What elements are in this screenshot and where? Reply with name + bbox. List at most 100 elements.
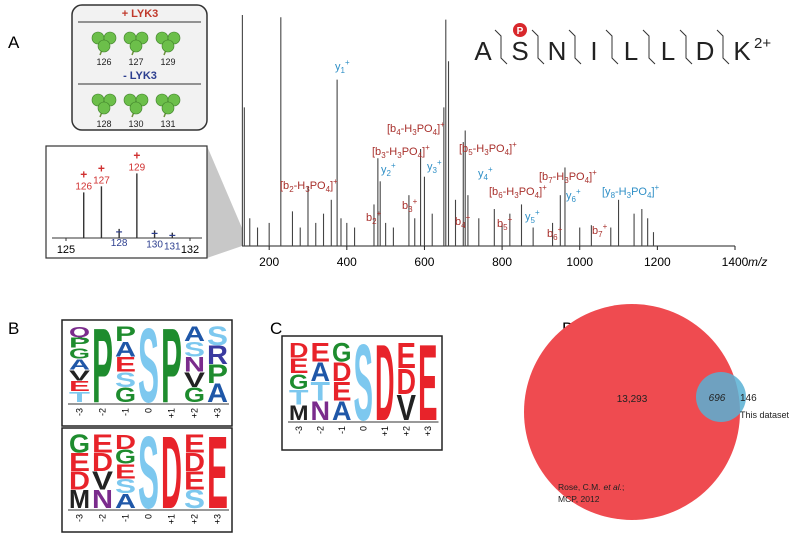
- ion-label-part: 4: [396, 128, 401, 137]
- condition-label: - LYK3: [123, 70, 157, 82]
- ion-label-part: [b: [387, 123, 396, 135]
- ion-label: [y8-H3PO4]+: [602, 183, 660, 200]
- ion-label: y6+: [566, 187, 581, 204]
- reporter-mz: 131: [164, 242, 181, 253]
- clover-icon: [91, 93, 117, 118]
- logo-letter: G: [69, 431, 90, 459]
- leaf: [129, 39, 143, 53]
- ion-label-part: y: [566, 190, 572, 202]
- ion-label: b6+: [547, 225, 563, 242]
- logo-letter: G: [115, 446, 136, 469]
- x-axis-label: m/z: [748, 255, 767, 269]
- ion-label-part: 3: [408, 205, 413, 214]
- reporter-mz: 129: [129, 162, 146, 173]
- logo-letter: P: [161, 307, 182, 425]
- ion-label: b2+: [366, 209, 382, 226]
- residue: N: [548, 36, 567, 66]
- residue: K: [733, 36, 751, 66]
- ion-label-part: 5: [468, 148, 473, 157]
- ion-label-part: 8: [611, 191, 616, 200]
- ion-label: b3+: [402, 197, 418, 214]
- tick-label: 800: [492, 255, 512, 269]
- ion-label-part: [b: [489, 186, 498, 198]
- logo-position: +1: [167, 514, 177, 524]
- logo-letter: Q: [69, 324, 91, 341]
- panel-label: A: [8, 33, 20, 52]
- logo-box: [61, 319, 233, 427]
- ion-label-part: PO: [310, 180, 326, 192]
- logo-letter: D: [69, 468, 90, 496]
- ion-label: y5+: [525, 208, 540, 225]
- ion-label-part: 2: [372, 217, 377, 226]
- logo-letter: D: [184, 449, 205, 477]
- ion-label-part: 6: [553, 233, 558, 242]
- panel-label: B: [8, 319, 19, 338]
- fragment-bracket: [605, 29, 619, 65]
- venn-label: This dataset: [740, 410, 790, 420]
- logo-letter: E: [92, 431, 113, 459]
- logo-letter: E: [184, 431, 205, 459]
- logo-position: -1: [121, 514, 131, 522]
- logo-letter: E: [207, 415, 228, 530]
- citation: Rose, C.M. et al.;: [558, 482, 624, 492]
- ion-label: b4+: [455, 213, 471, 230]
- logo-letter: D: [289, 338, 309, 363]
- ion-label-part: ]: [539, 186, 542, 198]
- ion-charge: +: [558, 225, 563, 234]
- ion-label-part: ]: [422, 146, 425, 158]
- ion-charge: +: [508, 215, 513, 224]
- ion-label-part: [b: [539, 171, 548, 183]
- ion-label-part: -H: [615, 186, 627, 198]
- ion-label-part: PO: [402, 146, 418, 158]
- ion-label-part: [b: [280, 180, 289, 192]
- logo-letter: T: [311, 376, 331, 407]
- ion-label-part: ]: [330, 180, 333, 192]
- venn-count: 13,293: [617, 394, 648, 405]
- logo-position: +2: [190, 514, 200, 524]
- ion-label-part: [b: [459, 143, 468, 155]
- logo-letter: P: [115, 323, 136, 346]
- ion-label: b5+: [497, 215, 513, 232]
- logo-letter: R: [207, 340, 228, 370]
- ion-label: y1+: [335, 58, 350, 75]
- tick-label: 400: [337, 255, 357, 269]
- residue: D: [696, 36, 715, 66]
- logo-letter: G: [289, 369, 309, 394]
- reporter-sign: –: [116, 224, 123, 238]
- ion-label-part: 3: [484, 148, 489, 157]
- ion-label: [b5-H3PO4]+: [459, 140, 517, 157]
- clover-icon: [123, 31, 149, 56]
- logo-position: +3: [423, 426, 433, 436]
- ion-label-part: b: [366, 212, 372, 224]
- tick-label: 200: [259, 255, 279, 269]
- logo-letter: D: [332, 356, 352, 387]
- ion-label-part: ]: [509, 143, 512, 155]
- fragment-bracket: [494, 29, 508, 65]
- logo-letter: D: [397, 361, 417, 402]
- ion-label: [b4-H3PO4]+: [387, 120, 445, 137]
- logo-letter: A: [332, 395, 352, 426]
- citation-part: et al.: [604, 482, 622, 492]
- ion-label-part: b: [592, 225, 598, 237]
- ion-label: [b6-H3PO4]+: [489, 183, 547, 200]
- ion-label-part: ]: [589, 171, 592, 183]
- ion-label-part: -H: [294, 180, 306, 192]
- logo-position: +1: [380, 426, 390, 436]
- logo-position: -2: [98, 514, 108, 522]
- fragment-bracket: [716, 29, 730, 65]
- ion-label: [b3-H3PO4]+: [372, 143, 430, 160]
- logo-letter: P: [92, 307, 113, 425]
- ion-label-part: y: [427, 161, 433, 173]
- ion-charge: +: [655, 183, 660, 192]
- logo-letter: V: [92, 468, 113, 496]
- channel-label: 126: [96, 57, 111, 67]
- ion-charge: +: [377, 209, 382, 218]
- logo-letter: N: [184, 354, 205, 377]
- ion-label-part: 4: [433, 128, 438, 137]
- fragment-bracket: [642, 29, 656, 65]
- ion-label-part: 6: [498, 191, 503, 200]
- logo-position: +3: [213, 514, 223, 524]
- ion-charge: +: [437, 158, 442, 167]
- logo-letter: G: [69, 346, 90, 363]
